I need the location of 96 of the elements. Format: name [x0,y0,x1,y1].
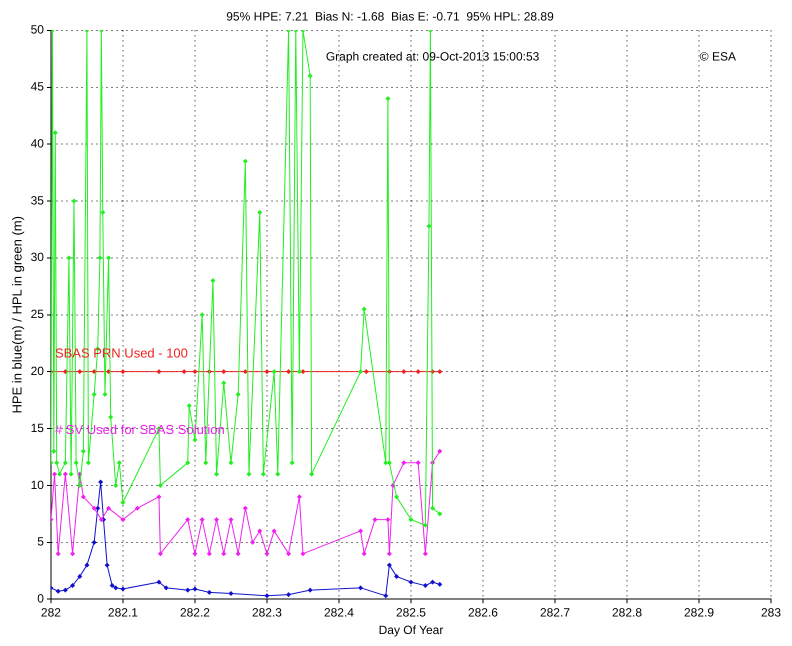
point [358,585,364,590]
point [437,369,442,374]
point [62,588,68,593]
point [52,472,58,477]
x-tick-label: 282.6 [468,606,498,620]
x-tick-label: 282.8 [612,606,642,620]
point [104,562,110,568]
point [110,583,115,588]
point [358,528,364,534]
point [192,369,198,374]
point [386,562,392,568]
point [206,590,212,595]
point [272,528,277,534]
point [286,592,292,598]
point [192,551,198,556]
y-tick-label: 50 [30,22,44,37]
x-axis-title: Day Of Year [378,623,444,638]
point [92,540,97,545]
point [437,582,442,587]
y-tick-label: 5 [37,534,44,549]
y-tick-label: 0 [37,592,44,606]
point [77,369,82,374]
point [401,460,406,466]
point [182,369,187,374]
point [264,369,270,374]
x-tick-label: 282.7 [540,606,570,620]
y-tick-label: 35 [30,193,44,208]
y-tick-label: 10 [30,478,44,492]
point [56,551,61,556]
point [70,583,76,588]
x-tick-label: 282.2 [180,606,210,620]
point [156,494,162,500]
point [70,551,76,556]
point [286,369,292,374]
point [250,540,256,545]
point [77,574,82,579]
x-tick-label: 282.5 [396,606,426,620]
chart-title: 95% HPE: 7.21 Bias N: -1.68 Bias E: -0.71 95% HPL: 28.89 [226,10,554,24]
point [106,506,112,511]
point [92,506,97,511]
point [120,586,126,592]
point [386,551,392,556]
x-tick-label: 282.1 [108,606,138,620]
point [401,369,406,374]
point [416,460,421,466]
x-tick-label: 282.4 [324,606,354,620]
point [422,551,428,556]
point [362,551,367,556]
point [98,517,104,522]
point [286,551,292,556]
point [56,588,61,594]
point [84,562,90,568]
point [296,494,302,500]
point [408,580,414,585]
point [372,517,378,522]
point [364,369,369,374]
point [185,517,190,522]
x-tick-label: 282 [40,606,62,620]
y-tick-label: 15 [30,420,44,435]
y-tick-label: 25 [30,307,44,322]
point [80,494,86,500]
point [228,591,234,596]
point [264,593,270,598]
x-tick-label: 282.3 [252,606,282,620]
point [257,528,262,534]
point [158,551,163,556]
point [164,585,169,590]
y-tick-label: 20 [30,364,44,378]
y-tick-label: 45 [30,80,44,94]
point [156,580,162,585]
point [62,472,68,477]
point [308,588,313,593]
annotation: © ESA [700,49,736,64]
point [120,369,126,374]
y-tick-label: 40 [30,136,44,150]
y-axis-title: HPE in blue(m) / HPL in green (m) [9,216,24,414]
y-tick-label: 30 [30,250,44,264]
point [221,369,226,374]
point [383,593,388,598]
point [264,551,270,556]
point [192,586,198,592]
point [430,580,436,585]
point [385,517,390,522]
point [300,551,306,556]
point [134,506,140,511]
point [416,369,421,374]
point [437,448,442,454]
point [185,588,190,593]
point [156,369,162,374]
point [422,583,428,588]
point [394,574,400,579]
point [113,585,118,590]
x-tick-label: 282.9 [684,606,714,620]
x-tick-label: 283 [760,606,782,620]
point [120,517,126,522]
point [242,369,248,374]
